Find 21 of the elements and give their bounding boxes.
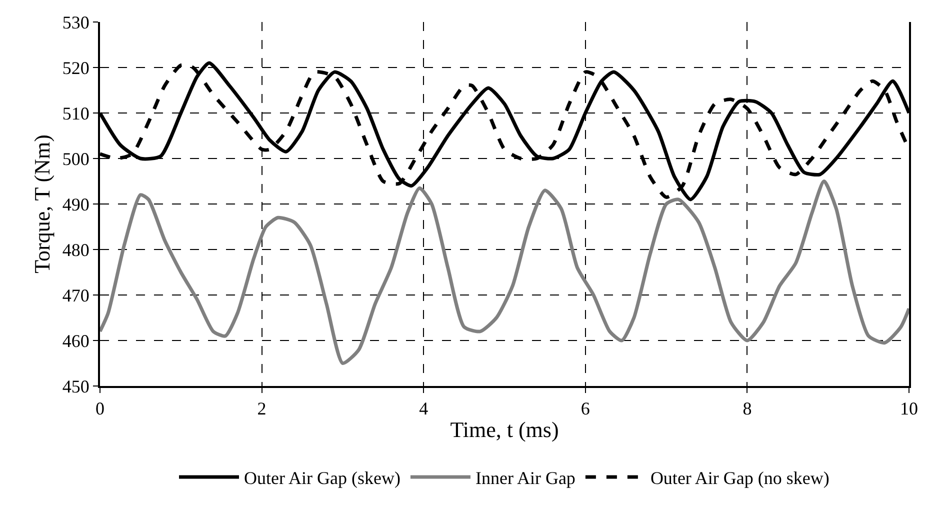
y-tick-label: 480 bbox=[62, 240, 90, 260]
x-tick-label: 6 bbox=[580, 398, 590, 419]
y-tick-label: 490 bbox=[62, 194, 90, 214]
y-tick-label: 520 bbox=[62, 58, 90, 78]
y-axis-title: Torque, T (Nm) bbox=[30, 134, 55, 274]
y-tick-label: 530 bbox=[62, 12, 90, 32]
line-series bbox=[100, 180, 909, 365]
x-axis-title: Time, t (ms) bbox=[450, 417, 559, 442]
y-tick-label: 460 bbox=[62, 330, 90, 351]
x-tick-label: 10 bbox=[900, 398, 918, 419]
x-tick-label: 4 bbox=[419, 398, 428, 419]
legend-label: Outer Air Gap (skew) bbox=[244, 468, 400, 488]
y-tick-label: 450 bbox=[62, 376, 90, 396]
y-tick-label: 470 bbox=[62, 285, 90, 306]
legend-label: Inner Air Gap bbox=[475, 468, 576, 488]
legend-label: Outer Air Gap (no skew) bbox=[650, 468, 830, 488]
x-tick-label: 2 bbox=[257, 398, 266, 419]
y-tick-label: 500 bbox=[62, 148, 90, 169]
x-tick-label: 8 bbox=[742, 398, 752, 419]
x-tick-label: 0 bbox=[96, 398, 104, 419]
y-tick-label: 510 bbox=[62, 103, 90, 124]
